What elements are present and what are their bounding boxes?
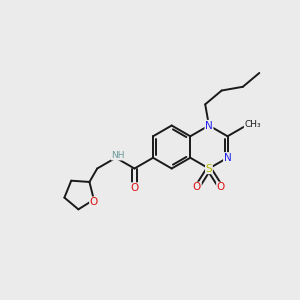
Text: N: N	[205, 121, 213, 130]
Text: O: O	[130, 183, 139, 193]
Text: O: O	[193, 182, 201, 192]
Text: O: O	[90, 197, 98, 207]
Text: N: N	[224, 153, 231, 163]
Text: NH: NH	[112, 151, 125, 160]
Text: S: S	[206, 164, 212, 173]
Text: O: O	[217, 182, 225, 192]
Text: CH₃: CH₃	[244, 120, 261, 129]
